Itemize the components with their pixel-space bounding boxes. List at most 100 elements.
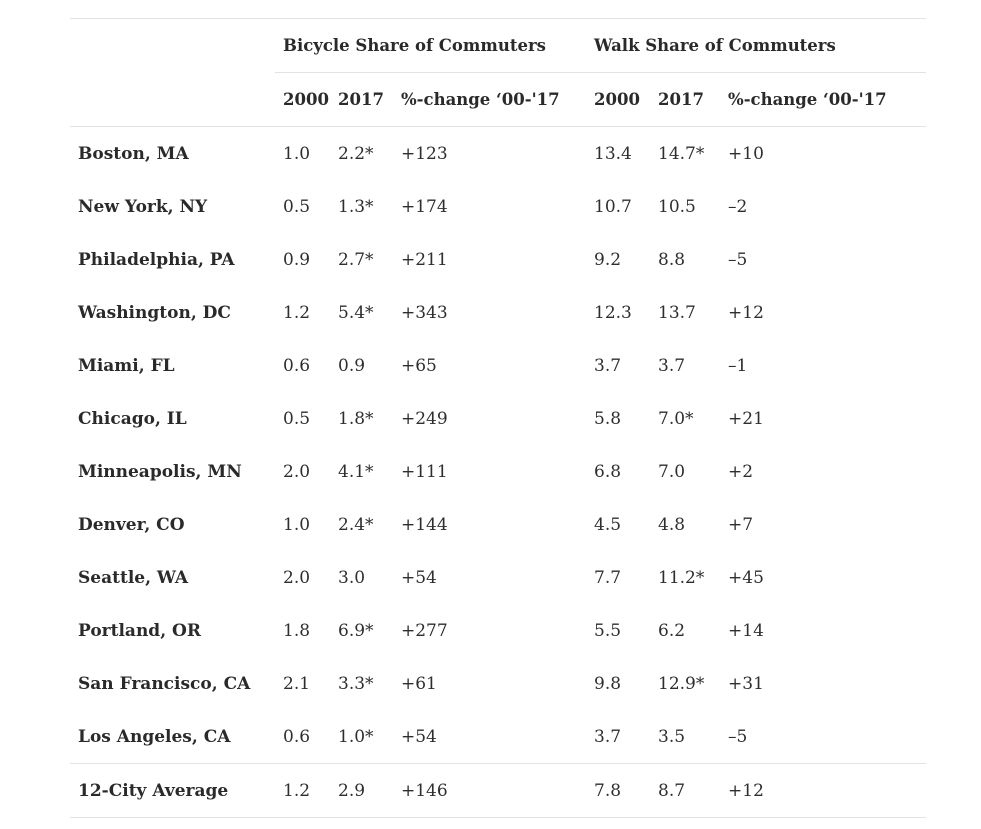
table-body: Boston, MA 1.0 2.2* +123 13.4 14.7* +10 New Yor…: [70, 127, 926, 764]
bicycle-2017-cell: 3.3*: [338, 673, 374, 694]
bicycle-2000-cell: 0.6: [283, 355, 311, 376]
bicycle-2000-cell: 2.1: [283, 673, 311, 694]
average-bicycle-2000: 1.2: [283, 780, 311, 801]
group-header-row: Bicycle Share of Commuters Walk Share of…: [70, 18, 927, 73]
walk-2000-cell: 13.4: [594, 143, 632, 164]
bicycle-2017-cell: 2.4*: [338, 514, 374, 535]
average-walk-change: +12: [728, 780, 764, 801]
walk-2017-cell: 14.7*: [658, 143, 705, 164]
bicycle-change-cell: +54: [401, 567, 437, 588]
city-cell: Los Angeles, CA: [78, 726, 231, 747]
table-row: New York, NY 0.5 1.3* +174 10.7 10.5 –2: [70, 180, 926, 233]
walk-change-cell: +21: [728, 408, 764, 429]
bicycle-change-cell: +61: [401, 673, 437, 694]
walk-change-cell: +12: [728, 302, 764, 323]
bicycle-2000-cell: 0.5: [283, 196, 311, 217]
bicycle-group-header: Bicycle Share of Commuters: [275, 18, 595, 73]
walk-change-cell: +10: [728, 143, 764, 164]
average-city-cell: 12-City Average: [78, 780, 229, 801]
walk-2017-cell: 3.5: [658, 726, 686, 747]
average-row: 12-City Average 1.2 2.9 +146 7.8 8.7 +12: [70, 763, 927, 818]
city-cell: Washington, DC: [78, 302, 231, 323]
city-cell: Boston, MA: [78, 143, 189, 164]
walk-group-header: Walk Share of Commuters: [594, 18, 927, 73]
bicycle-2017-cell: 5.4*: [338, 302, 374, 323]
city-cell: Denver, CO: [78, 514, 185, 535]
average-walk-2000: 7.8: [594, 780, 622, 801]
bicycle-change-cell: +144: [401, 514, 448, 535]
average-bicycle-change: +146: [401, 780, 448, 801]
walk-2017-header: 2017: [658, 90, 704, 109]
walk-change-cell: –5: [728, 726, 748, 747]
table-row: Los Angeles, CA 0.6 1.0* +54 3.7 3.5 –5: [70, 710, 926, 764]
walk-2000-cell: 5.8: [594, 408, 622, 429]
bicycle-2017-cell: 1.0*: [338, 726, 374, 747]
walk-2017-cell: 4.8: [658, 514, 686, 535]
walk-2000-cell: 10.7: [594, 196, 632, 217]
walk-2017-cell: 6.2: [658, 620, 686, 641]
bicycle-2017-cell: 4.1*: [338, 461, 374, 482]
walk-2000-cell: 9.2: [594, 249, 622, 270]
table-row: Portland, OR 1.8 6.9* +277 5.5 6.2 +14: [70, 604, 926, 657]
bicycle-2017-cell: 1.8*: [338, 408, 374, 429]
bicycle-change-cell: +277: [401, 620, 448, 641]
bicycle-change-cell: +54: [401, 726, 437, 747]
average-walk-2017: 8.7: [658, 780, 686, 801]
bicycle-2017-cell: 2.2*: [338, 143, 374, 164]
bicycle-2000-header: 2000: [283, 90, 329, 109]
average-bicycle-2017: 2.9: [338, 780, 366, 801]
table-row: Washington, DC 1.2 5.4* +343 12.3 13.7 +12: [70, 286, 926, 339]
walk-2000-cell: 3.7: [594, 355, 622, 376]
walk-2017-cell: 7.0*: [658, 408, 694, 429]
city-cell: Chicago, IL: [78, 408, 187, 429]
walk-2000-cell: 9.8: [594, 673, 622, 694]
bicycle-change-cell: +123: [401, 143, 448, 164]
walk-2000-cell: 4.5: [594, 514, 622, 535]
table-row: Miami, FL 0.6 0.9 +65 3.7 3.7 –1: [70, 339, 926, 392]
walk-2000-cell: 3.7: [594, 726, 622, 747]
walk-2000-cell: 6.8: [594, 461, 622, 482]
bicycle-2000-cell: 1.0: [283, 514, 311, 535]
bicycle-change-cell: +343: [401, 302, 448, 323]
walk-2017-cell: 7.0: [658, 461, 686, 482]
walk-2017-cell: 12.9*: [658, 673, 705, 694]
bicycle-2000-cell: 2.0: [283, 567, 311, 588]
bicycle-change-cell: +174: [401, 196, 448, 217]
bicycle-2017-cell: 1.3*: [338, 196, 374, 217]
table-row: San Francisco, CA 2.1 3.3* +61 9.8 12.9* +31: [70, 657, 926, 710]
walk-2017-cell: 11.2*: [658, 567, 705, 588]
table-row: Seattle, WA 2.0 3.0 +54 7.7 11.2* +45: [70, 551, 926, 604]
walk-2000-cell: 7.7: [594, 567, 622, 588]
corner-cell-sub: [70, 73, 275, 127]
commute-share-table-wrapper: Bicycle Share of Commuters Walk Share of…: [70, 18, 927, 818]
bicycle-2000-cell: 1.0: [283, 143, 311, 164]
walk-change-cell: +31: [728, 673, 764, 694]
walk-change-cell: –5: [728, 249, 748, 270]
bicycle-2000-cell: 1.8: [283, 620, 311, 641]
bicycle-change-cell: +211: [401, 249, 448, 270]
city-cell: Philadelphia, PA: [78, 249, 235, 270]
walk-2000-header: 2000: [594, 90, 640, 109]
walk-change-cell: +45: [728, 567, 764, 588]
bicycle-2017-cell: 2.7*: [338, 249, 374, 270]
walk-change-cell: +2: [728, 461, 754, 482]
bicycle-2017-cell: 3.0: [338, 567, 366, 588]
bicycle-change-header: %-change ‘00-'17: [401, 90, 560, 109]
walk-change-cell: –1: [728, 355, 748, 376]
bicycle-2000-cell: 2.0: [283, 461, 311, 482]
walk-2017-cell: 10.5: [658, 196, 696, 217]
bicycle-2000-cell: 0.9: [283, 249, 311, 270]
commute-share-table: Bicycle Share of Commuters Walk Share of…: [70, 18, 927, 818]
walk-change-cell: +14: [728, 620, 764, 641]
table-row: Chicago, IL 0.5 1.8* +249 5.8 7.0* +21: [70, 392, 926, 445]
corner-cell: [70, 19, 275, 73]
walk-2017-cell: 8.8: [658, 249, 686, 270]
city-cell: San Francisco, CA: [78, 673, 251, 694]
city-cell: Portland, OR: [78, 620, 201, 641]
city-cell: New York, NY: [78, 196, 208, 217]
table-row: Boston, MA 1.0 2.2* +123 13.4 14.7* +10: [70, 127, 926, 181]
table-row: Minneapolis, MN 2.0 4.1* +111 6.8 7.0 +2: [70, 445, 926, 498]
bicycle-change-cell: +111: [401, 461, 448, 482]
city-cell: Seattle, WA: [78, 567, 189, 588]
bicycle-2017-cell: 0.9: [338, 355, 366, 376]
